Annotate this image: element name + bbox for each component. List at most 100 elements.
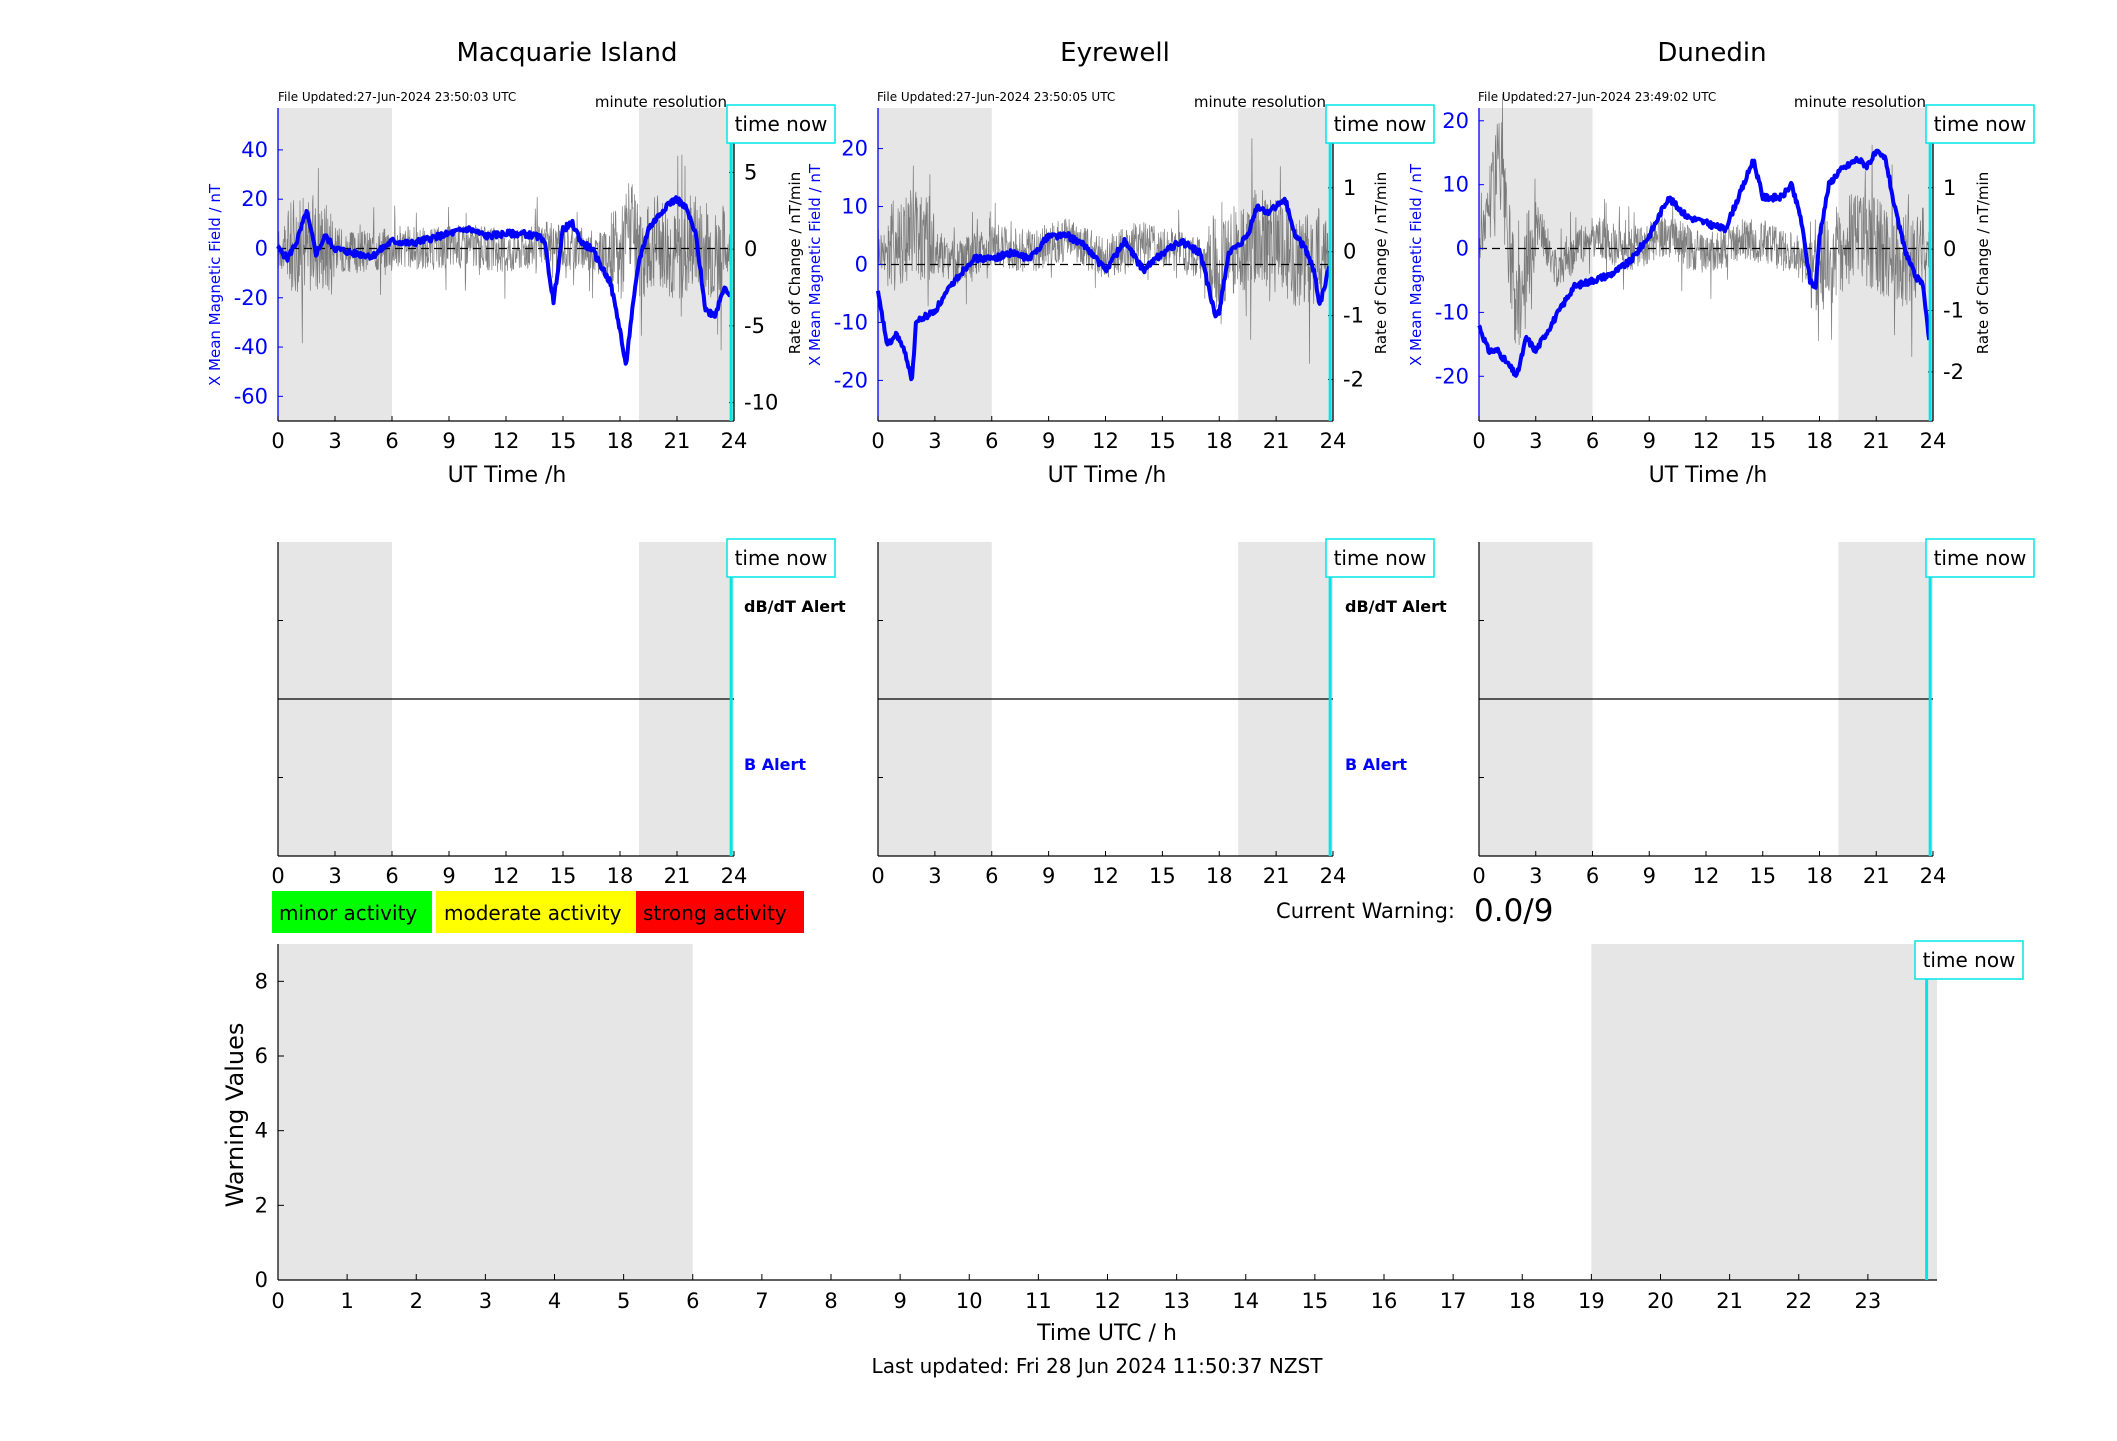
- mag-eyrewell-xtick-label: 18: [1206, 429, 1233, 453]
- mag-macquarie-ytick-label: 0: [255, 236, 268, 260]
- alert-dunedin-xtick-label: 3: [1529, 864, 1542, 888]
- alert-eyrewell-xtick-label: 21: [1263, 864, 1290, 888]
- warning-xtick-label: 22: [1785, 1289, 1812, 1313]
- mag-macquarie-y2tick-label: 5: [744, 160, 757, 184]
- mag-eyrewell-xtick-label: 3: [928, 429, 941, 453]
- alert-macquarie-xtick-label: 6: [385, 864, 398, 888]
- mag-dunedin-ytick-label: 0: [1456, 237, 1469, 261]
- warning-xtick-label: 7: [755, 1289, 768, 1313]
- warning-xtick-label: 6: [686, 1289, 699, 1313]
- warning-xtick-label: 5: [617, 1289, 630, 1313]
- mag-dunedin-xtick-label: 18: [1806, 429, 1833, 453]
- alert-dunedin-xtick-label: 15: [1749, 864, 1776, 888]
- alert-dunedin-xtick-label: 9: [1643, 864, 1656, 888]
- warning-xtick-label: 15: [1302, 1289, 1329, 1313]
- panel-title-macquarie: Macquarie Island: [456, 38, 677, 68]
- warning-time-now-box: [1914, 940, 2024, 980]
- mag-eyrewell-xtick-label: 9: [1042, 429, 1055, 453]
- alert-dunedin-xtick-label: 6: [1586, 864, 1599, 888]
- warning-ytick-label: 0: [255, 1268, 268, 1292]
- warning-xtick-label: 3: [479, 1289, 492, 1313]
- mag-dunedin-ytick-label: 20: [1442, 109, 1469, 133]
- mag-macquarie-y2tick-label: -5: [744, 314, 765, 338]
- warning-shade-1: [1591, 944, 1937, 1280]
- mag-eyrewell-xtick-label: 12: [1092, 429, 1119, 453]
- db-alert-label-macquarie: dB/dT Alert: [744, 597, 846, 616]
- mag-macquarie-y2tick-label: 0: [744, 237, 757, 261]
- legend-strong-label: strong activity: [643, 901, 787, 925]
- warning-xtick-label: 13: [1163, 1289, 1190, 1313]
- warning-xtick-label: 11: [1025, 1289, 1052, 1313]
- alert-eyrewell-xtick-label: 9: [1042, 864, 1055, 888]
- alert-macquarie-xtick-label: 24: [721, 864, 748, 888]
- xlabel-eyrewell: UT Time /h: [1048, 463, 1167, 488]
- alert-macquarie-xtick-label: 0: [271, 864, 284, 888]
- alert-eyrewell-xtick-label: 0: [871, 864, 884, 888]
- ylabel-left-macquarie: X Mean Magnetic Field / nT: [206, 183, 224, 386]
- mag-eyrewell-xtick-label: 15: [1149, 429, 1176, 453]
- warning-xtick-label: 23: [1855, 1289, 1882, 1313]
- legend-moderate-swatch: [436, 891, 636, 933]
- mag-dunedin-ytick-label: -20: [1435, 364, 1469, 388]
- mag-eyrewell-ytick-label: -20: [834, 368, 868, 392]
- ylabel-left-dunedin: X Mean Magnetic Field / nT: [1407, 163, 1425, 366]
- mag-macquarie-ytick-label: -60: [234, 384, 268, 408]
- resolution-macquarie: minute resolution: [595, 93, 727, 111]
- warning-xtick-label: 1: [340, 1289, 353, 1313]
- alert-macquarie-xtick-label: 18: [607, 864, 634, 888]
- warning-time-now-label: time now: [1923, 948, 2016, 972]
- legend-strong-swatch: [636, 891, 804, 933]
- warning-xlabel: Time UTC / h: [1036, 1321, 1177, 1346]
- mag-dunedin-xtick-label: 3: [1529, 429, 1542, 453]
- resolution-dunedin: minute resolution: [1794, 93, 1926, 111]
- mag-eyrewell-time-now-box: [1325, 104, 1435, 144]
- warning-ylabel: Warning Values: [221, 1023, 249, 1208]
- mag-macquarie-time-now-label: time now: [735, 112, 828, 136]
- mag-dunedin-ytick-label: 10: [1442, 173, 1469, 197]
- mag-macquarie-xtick-label: 6: [385, 429, 398, 453]
- b-alert-label-eyrewell: B Alert: [1345, 755, 1407, 774]
- alert-dunedin-xtick-label: 21: [1863, 864, 1890, 888]
- mag-eyrewell-xtick-label: 21: [1263, 429, 1290, 453]
- mag-dunedin-xtick-label: 15: [1749, 429, 1776, 453]
- mag-dunedin-xtick-label: 9: [1643, 429, 1656, 453]
- mag-macquarie-xtick-label: 24: [721, 429, 748, 453]
- mag-dunedin-field-series-line: [1477, 148, 1932, 378]
- file-updated-eyrewell: File Updated:27-Jun-2024 23:50:05 UTC: [877, 90, 1115, 104]
- alert-chart-macquarie: 0 3 6 9 12 15 18 21 24 time now: [271, 538, 836, 888]
- warning-xtick-label: 14: [1232, 1289, 1259, 1313]
- alert-dunedin-time-now-label: time now: [1934, 546, 2027, 570]
- mag-dunedin-xtick-label: 6: [1586, 429, 1599, 453]
- warning-xtick-label: 12: [1094, 1289, 1121, 1313]
- alert-eyrewell-xtick-label: 18: [1206, 864, 1233, 888]
- alert-eyrewell-xtick-label: 12: [1092, 864, 1119, 888]
- mag-eyrewell-xtick-label: 6: [985, 429, 998, 453]
- legend-minor-swatch: [272, 891, 432, 933]
- legend-minor-label: minor activity: [279, 901, 417, 925]
- alert-eyrewell-xtick-label: 6: [985, 864, 998, 888]
- mag-macquarie-xtick-label: 15: [550, 429, 577, 453]
- mag-macquarie-ytick-label: -40: [234, 335, 268, 359]
- mag-dunedin-y2tick-label: 1: [1943, 176, 1956, 200]
- warning-xtick-label: 18: [1509, 1289, 1536, 1313]
- mag-eyrewell-xtick-label: 24: [1320, 429, 1347, 453]
- warning-ytick-label: 4: [255, 1119, 268, 1143]
- warning-xtick-label: 21: [1716, 1289, 1743, 1313]
- mag-macquarie-xtick-label: 9: [442, 429, 455, 453]
- warning-xtick-label: 19: [1578, 1289, 1605, 1313]
- mag-eyrewell-y2tick-label: 1: [1343, 176, 1356, 200]
- alert-eyrewell-xtick-label: 24: [1320, 864, 1347, 888]
- mag-eyrewell-y2tick-label: 0: [1343, 240, 1356, 264]
- mag-dunedin-time-now-box: [1925, 104, 2035, 144]
- alert-eyrewell-xtick-label: 15: [1149, 864, 1176, 888]
- warning-xtick-label: 9: [893, 1289, 906, 1313]
- current-warning-label: Current Warning:: [1276, 899, 1455, 923]
- alert-eyrewell-time-now-box: [1325, 538, 1435, 578]
- last-updated-text: Last updated: Fri 28 Jun 2024 11:50:37 N…: [872, 1354, 1324, 1378]
- alert-macquarie-xtick-label: 3: [328, 864, 341, 888]
